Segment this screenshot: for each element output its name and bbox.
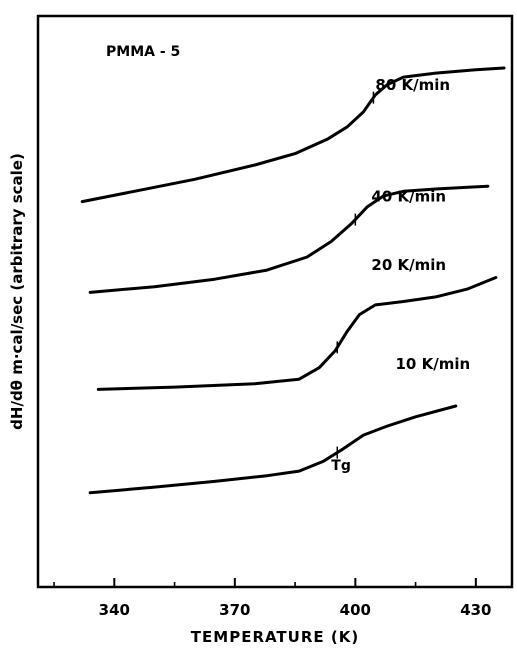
tg-annotation: Tg: [331, 458, 351, 474]
plot-frame: [36, 14, 514, 589]
series-line: [88, 184, 490, 294]
y-axis-label: dH/dθ m·cal/sec (arbitrary scale): [8, 153, 26, 430]
x-tick-label: 370: [219, 601, 250, 619]
series-line: [96, 276, 498, 391]
x-tick-label: 430: [460, 601, 491, 619]
series-label: 80 K/min: [375, 76, 450, 94]
x-tick-label: 340: [99, 601, 130, 619]
x-axis-label: TEMPERATURE (K): [191, 628, 359, 646]
series-label: 20 K/min: [371, 256, 446, 274]
series-label: 10 K/min: [396, 355, 471, 373]
series-label: 40 K/min: [371, 188, 446, 206]
chart-title: PMMA - 5: [106, 44, 180, 60]
series-line: [80, 66, 506, 204]
x-tick-label: 400: [340, 601, 371, 619]
series-line: [88, 404, 458, 495]
